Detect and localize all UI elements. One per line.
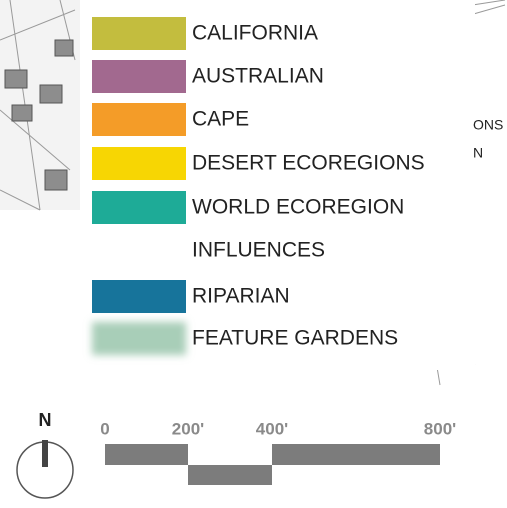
legend-swatch (92, 103, 186, 136)
background-label: N (473, 145, 483, 161)
legend-swatch (92, 322, 186, 355)
legend-label: WORLD ECOREGION (192, 196, 404, 219)
legend-swatch (92, 280, 186, 313)
legend-label: RIPARIAN (192, 285, 290, 308)
north-needle (42, 440, 48, 467)
scale-segment (188, 465, 272, 485)
scale-label: 800' (424, 419, 456, 438)
map-fragment (0, 0, 506, 386)
legend-label: CALIFORNIA (192, 22, 318, 45)
scale-label: 200' (172, 419, 204, 438)
legend-label: INFLUENCES (192, 239, 325, 262)
scale-segment (105, 444, 188, 465)
legend-label: AUSTRALIAN (192, 65, 324, 88)
legend-swatch (92, 191, 186, 224)
legend-swatch (92, 17, 186, 50)
legend-swatch (92, 147, 186, 180)
scale-label: 400' (256, 419, 288, 438)
legend-label: FEATURE GARDENS (192, 327, 398, 350)
legend-label: DESERT ECOREGIONS (192, 152, 425, 175)
legend-label: CAPE (192, 108, 249, 131)
background-label: ONS (473, 117, 503, 133)
scale-label: 0 (100, 419, 109, 438)
legend-swatch (92, 60, 186, 93)
north-label: N (39, 410, 52, 430)
scale-segment (272, 444, 440, 465)
legend-panel (80, 0, 475, 370)
